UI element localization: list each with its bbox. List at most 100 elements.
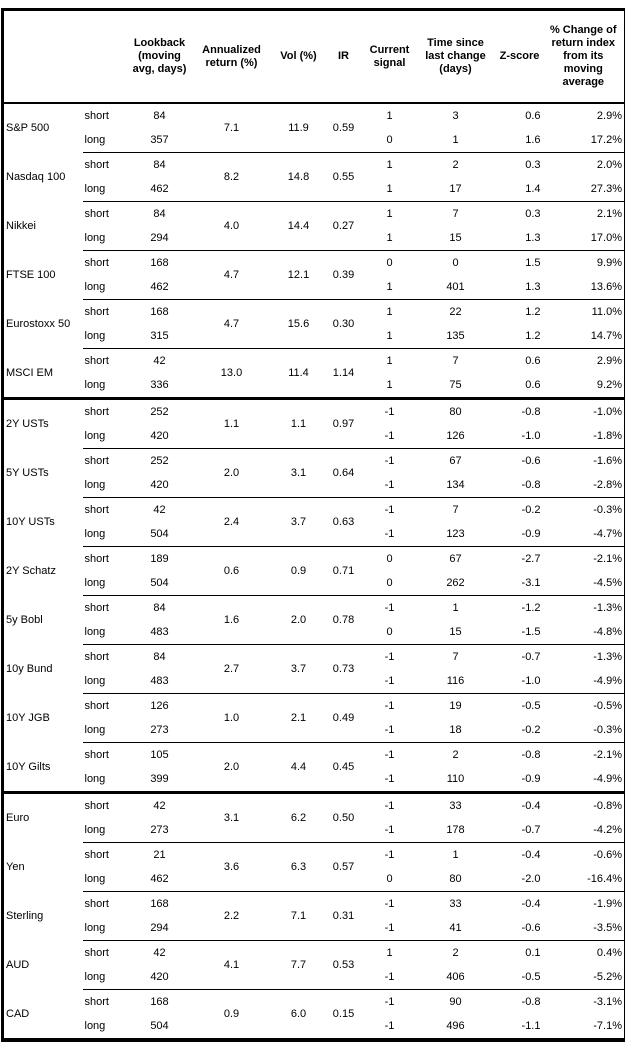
lookback-cell: 252 — [131, 449, 189, 474]
vol-cell: 15.6 — [275, 300, 323, 349]
ir-cell: 0.55 — [323, 153, 365, 202]
vol-cell: 14.8 — [275, 153, 323, 202]
lookback-cell: 168 — [131, 251, 189, 276]
column-header-pct_change: % Change of return index from its moving… — [543, 10, 625, 104]
column-header-z_score: Z-score — [497, 10, 543, 104]
ir-cell: 0.15 — [323, 990, 365, 1041]
horizon-cell: long — [83, 226, 131, 251]
horizon-cell: long — [83, 867, 131, 892]
horizon-cell: short — [83, 103, 131, 128]
lookback-cell: 42 — [131, 941, 189, 966]
annualized-return-cell: 2.2 — [189, 892, 275, 941]
lookback-cell: 168 — [131, 990, 189, 1015]
ir-cell: 0.73 — [323, 645, 365, 694]
time-since-cell: 90 — [415, 990, 497, 1015]
current-signal-cell: -1 — [365, 1014, 415, 1040]
pct-change-cell: -16.4% — [543, 867, 625, 892]
current-signal-cell: 1 — [365, 202, 415, 227]
horizon-cell: short — [83, 349, 131, 374]
lookback-cell: 42 — [131, 793, 189, 819]
current-signal-cell: 1 — [365, 103, 415, 128]
ir-cell: 0.27 — [323, 202, 365, 251]
current-signal-cell: -1 — [365, 916, 415, 941]
time-since-cell: 7 — [415, 645, 497, 670]
z-score-cell: 1.5 — [497, 251, 543, 276]
horizon-cell: long — [83, 373, 131, 399]
asset-name-cell: MSCI EM — [3, 349, 83, 399]
z-score-cell: -0.8 — [497, 743, 543, 768]
momentum-signals-table: Lookback (moving avg, days)Annualized re… — [1, 8, 625, 1042]
time-since-cell: 178 — [415, 818, 497, 843]
z-score-cell: -1.0 — [497, 424, 543, 449]
vol-cell: 6.2 — [275, 793, 323, 843]
z-score-cell: 0.3 — [497, 153, 543, 178]
ir-cell: 1.14 — [323, 349, 365, 399]
ir-cell: 0.97 — [323, 399, 365, 449]
time-since-cell: 75 — [415, 373, 497, 399]
column-header-time_since: Time since last change (days) — [415, 10, 497, 104]
pct-change-cell: 17.2% — [543, 128, 625, 153]
z-score-cell: -1.0 — [497, 669, 543, 694]
z-score-cell: -0.7 — [497, 645, 543, 670]
asset-name-cell: Yen — [3, 843, 83, 892]
current-signal-cell: 0 — [365, 867, 415, 892]
z-score-cell: 0.6 — [497, 349, 543, 374]
time-since-cell: 2 — [415, 941, 497, 966]
z-score-cell: 1.6 — [497, 128, 543, 153]
z-score-cell: -0.2 — [497, 718, 543, 743]
z-score-cell: 0.3 — [497, 202, 543, 227]
asset-name-cell: Nasdaq 100 — [3, 153, 83, 202]
z-score-cell: -0.8 — [497, 990, 543, 1015]
z-score-cell: -0.4 — [497, 892, 543, 917]
current-signal-cell: -1 — [365, 498, 415, 523]
asset-name-cell: 5y Bobl — [3, 596, 83, 645]
z-score-cell: -0.4 — [497, 843, 543, 868]
current-signal-cell: 1 — [365, 275, 415, 300]
z-score-cell: -3.1 — [497, 571, 543, 596]
pct-change-cell: 9.9% — [543, 251, 625, 276]
pct-change-cell: -4.9% — [543, 767, 625, 793]
current-signal-cell: 1 — [365, 177, 415, 202]
annualized-return-cell: 8.2 — [189, 153, 275, 202]
horizon-cell: long — [83, 177, 131, 202]
horizon-cell: long — [83, 620, 131, 645]
vol-cell: 1.1 — [275, 399, 323, 449]
horizon-cell: short — [83, 645, 131, 670]
asset-name-cell: Eurostoxx 50 — [3, 300, 83, 349]
z-score-cell: -1.5 — [497, 620, 543, 645]
vol-cell: 11.9 — [275, 103, 323, 153]
current-signal-cell: 1 — [365, 324, 415, 349]
current-signal-cell: -1 — [365, 892, 415, 917]
lookback-cell: 252 — [131, 399, 189, 425]
time-since-cell: 116 — [415, 669, 497, 694]
column-header-horizon — [83, 10, 131, 104]
current-signal-cell: -1 — [365, 473, 415, 498]
pct-change-cell: 2.0% — [543, 153, 625, 178]
horizon-cell: long — [83, 473, 131, 498]
vol-cell: 0.9 — [275, 547, 323, 596]
lookback-cell: 273 — [131, 718, 189, 743]
horizon-cell: short — [83, 596, 131, 621]
z-score-cell: -0.2 — [497, 498, 543, 523]
annualized-return-cell: 3.1 — [189, 793, 275, 843]
current-signal-cell: 0 — [365, 620, 415, 645]
horizon-cell: short — [83, 843, 131, 868]
time-since-cell: 17 — [415, 177, 497, 202]
z-score-cell: 1.3 — [497, 275, 543, 300]
horizon-cell: long — [83, 571, 131, 596]
z-score-cell: -2.7 — [497, 547, 543, 572]
column-header-current_signal: Current signal — [365, 10, 415, 104]
ir-cell: 0.59 — [323, 103, 365, 153]
time-since-cell: 1 — [415, 843, 497, 868]
horizon-cell: long — [83, 818, 131, 843]
lookback-cell: 21 — [131, 843, 189, 868]
